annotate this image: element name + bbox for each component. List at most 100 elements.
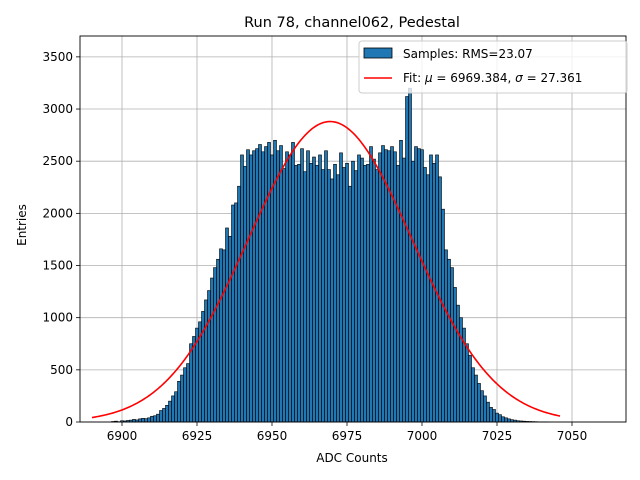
- x-tick-label: 7050: [557, 429, 588, 443]
- histogram-bar: [495, 412, 499, 423]
- histogram-bar: [219, 248, 223, 423]
- histogram-bar: [504, 417, 508, 423]
- histogram-bar: [447, 258, 451, 423]
- legend-mu-value: = 6969.384,: [433, 71, 516, 85]
- histogram-bar: [342, 167, 346, 423]
- x-tick-label: 6975: [332, 429, 363, 443]
- histogram-bar: [366, 164, 370, 423]
- histogram-bar: [276, 150, 280, 423]
- histogram-bar: [192, 336, 196, 423]
- histogram-bar: [486, 401, 490, 423]
- histogram-bar: [435, 154, 439, 423]
- histogram-bar: [204, 299, 208, 423]
- histogram-bar: [453, 287, 457, 423]
- y-tick-label: 3500: [42, 50, 73, 64]
- y-tick-label: 1500: [42, 259, 73, 273]
- histogram-bar: [429, 154, 433, 423]
- histogram-bar: [360, 157, 364, 423]
- histogram-bar: [390, 146, 394, 423]
- histogram-bar: [384, 149, 388, 423]
- histogram-bar: [249, 154, 253, 423]
- y-tick-label: 0: [65, 415, 73, 429]
- histogram-bar: [474, 374, 478, 423]
- histogram-bar: [243, 166, 247, 423]
- legend-swatch-samples: [363, 47, 393, 59]
- histogram-bar: [159, 410, 163, 423]
- histogram-bar: [321, 169, 325, 423]
- histogram-bar: [477, 383, 481, 423]
- histogram-bar: [297, 164, 301, 423]
- histogram-bar: [147, 417, 151, 423]
- legend-mu-symbol: μ: [424, 71, 433, 85]
- histogram-bar: [270, 154, 274, 423]
- histogram-bar: [498, 414, 502, 423]
- histogram-bar: [318, 154, 322, 423]
- histogram-bar: [333, 164, 337, 423]
- histogram-bar: [174, 391, 178, 423]
- histogram-bar: [252, 150, 256, 423]
- histogram-bar: [153, 415, 157, 423]
- histogram-bar: [432, 162, 436, 423]
- histogram-bar: [330, 178, 334, 423]
- histogram-bar: [189, 343, 193, 423]
- histogram-bar: [354, 170, 358, 423]
- y-tick-label: 500: [50, 363, 73, 377]
- histogram-bar: [483, 395, 487, 423]
- histogram-bar: [171, 395, 175, 423]
- histogram-bar: [480, 390, 484, 423]
- histogram-bar: [402, 157, 406, 423]
- y-tick-label: 1000: [42, 311, 73, 325]
- plot-frame: [79, 35, 627, 423]
- histogram-bar: [228, 236, 232, 423]
- histogram-bar: [165, 405, 169, 423]
- y-tick-label: 2500: [42, 154, 73, 168]
- histogram-bar: [216, 258, 220, 423]
- histogram-bar: [339, 152, 343, 423]
- histogram-bar: [300, 148, 304, 423]
- legend: Samples: RMS=23.07 Fit: μ = 6969.384, σ …: [358, 40, 628, 94]
- histogram-bar: [414, 146, 418, 423]
- histogram-bar: [237, 185, 241, 423]
- histogram-bar: [264, 146, 268, 423]
- histogram-bar: [399, 140, 403, 423]
- histogram-bar: [345, 162, 349, 423]
- histogram-bar: [369, 146, 373, 423]
- histogram-bar: [351, 160, 355, 423]
- histogram-bar: [156, 413, 160, 423]
- fit-curve: [91, 120, 561, 419]
- histogram-bar: [306, 150, 310, 423]
- histogram-bar: [459, 317, 463, 423]
- histogram-bar: [315, 165, 319, 423]
- histogram-bar: [288, 154, 292, 423]
- histogram-bar: [222, 249, 226, 423]
- histogram-bar: [357, 154, 361, 423]
- histogram-bar: [255, 148, 259, 423]
- histogram-bar: [258, 144, 262, 423]
- x-tick-label: 7000: [407, 429, 438, 443]
- histogram-bars: [111, 87, 550, 423]
- x-tick-label: 6950: [257, 429, 288, 443]
- histogram-bar: [180, 374, 184, 423]
- y-axis-label: Entries: [15, 204, 29, 246]
- histogram-bar: [210, 277, 214, 423]
- x-tick-label: 6900: [107, 429, 138, 443]
- histogram-bar: [138, 418, 142, 423]
- histogram-bar: [408, 87, 412, 423]
- histogram-bar: [396, 165, 400, 423]
- y-tick-label: 2000: [42, 206, 73, 220]
- histogram-bar: [501, 416, 505, 423]
- histogram-bar: [240, 154, 244, 423]
- histogram-bar: [291, 142, 295, 423]
- histogram-bar: [225, 227, 229, 423]
- histogram-bar: [375, 169, 379, 423]
- histogram-bar: [426, 174, 430, 423]
- x-axis-label: ADC Counts: [316, 451, 388, 465]
- histogram-bar: [441, 208, 445, 423]
- histogram-bar: [444, 249, 448, 423]
- histogram-bar: [456, 304, 460, 423]
- chart-title: Run 78, channel062, Pedestal: [244, 15, 460, 31]
- histogram-bar: [267, 142, 271, 423]
- histogram-bar: [261, 151, 265, 423]
- histogram-bar: [336, 174, 340, 423]
- histogram-bar: [468, 354, 472, 423]
